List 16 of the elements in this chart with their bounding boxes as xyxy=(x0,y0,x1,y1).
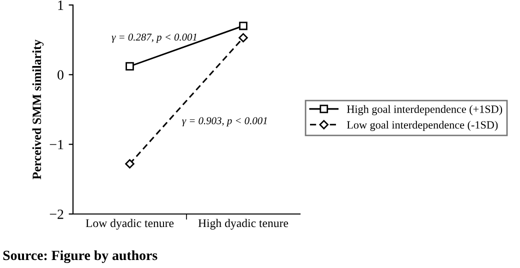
point xyxy=(125,159,134,168)
point xyxy=(126,62,134,70)
y-tick-label: −1 xyxy=(50,140,64,150)
y-tick-label: 0 xyxy=(58,70,64,80)
point xyxy=(239,22,248,30)
x-tick-label: Low dyadic tenure xyxy=(86,218,174,230)
y-tick-label: 1 xyxy=(58,0,64,10)
annotation: γ = 0.287, p < 0.001 xyxy=(112,34,196,43)
point xyxy=(238,33,248,42)
legend-label: High goal interdependence (+1SD) xyxy=(346,105,502,116)
source-note: Source: Figure by authors xyxy=(3,250,158,264)
y-tick-label: −2 xyxy=(50,210,64,219)
y-axis-title: Perceived SMM similarity xyxy=(32,40,44,180)
x-tick-label: High dyadic tenure xyxy=(198,218,288,230)
annotation: γ = 0.903, p < 0.001 xyxy=(182,117,267,126)
legend-label: Low goal interdependence (-1SD) xyxy=(346,120,498,131)
